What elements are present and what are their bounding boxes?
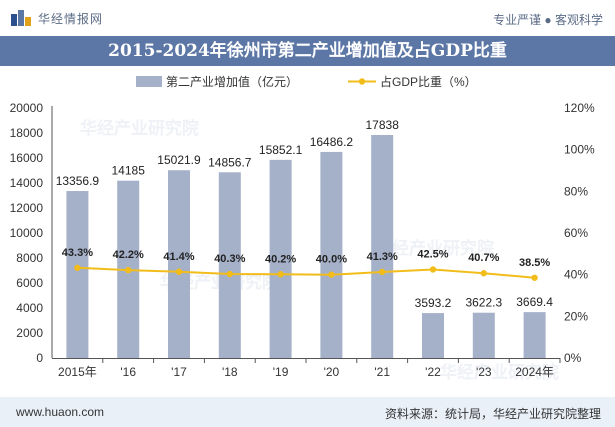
bar-data-label: 3669.4 bbox=[516, 295, 553, 309]
x-tick-label: 2015年 bbox=[58, 365, 97, 379]
line-point bbox=[74, 264, 81, 271]
series-line bbox=[77, 266, 535, 279]
line-data-label: 42.5% bbox=[417, 248, 448, 260]
line-data-label: 40.0% bbox=[316, 254, 347, 266]
brand: 华经情报网 bbox=[10, 9, 103, 27]
chart: 华经产业研究院华经产业研究院华经产业研究院华经产业研究院第二产业增加值（亿元）占… bbox=[10, 74, 595, 382]
title-band: 2015-2024年徐州市第二产业增加值及占GDP比重 bbox=[0, 36, 615, 66]
y-left-tick-label: 14000 bbox=[10, 176, 44, 190]
bar bbox=[422, 313, 444, 358]
x-tick-label: '19 bbox=[273, 365, 289, 379]
top-bar: 华经情报网 专业严谨 ● 客观科学 bbox=[0, 0, 615, 36]
bar-data-label: 16486.2 bbox=[310, 135, 354, 149]
line-data-label: 42.2% bbox=[113, 249, 144, 261]
footer-url: www.huaon.com bbox=[16, 405, 105, 419]
motto: 专业严谨 ● 客观科学 bbox=[493, 13, 603, 27]
watermark: 华经产业研究院 bbox=[80, 118, 199, 138]
x-tick-label: 2024年 bbox=[515, 365, 554, 379]
line-data-label: 40.2% bbox=[265, 253, 296, 265]
y-right-tick-label: 0% bbox=[564, 351, 582, 365]
y-right-tick-label: 40% bbox=[564, 268, 588, 282]
y-right-tick-label: 100% bbox=[564, 143, 595, 157]
legend-line-marker bbox=[358, 78, 366, 85]
y-right-tick-label: 120% bbox=[564, 101, 595, 115]
bar-data-label: 13356.9 bbox=[56, 174, 100, 188]
x-tick-label: '18 bbox=[222, 365, 238, 379]
bar bbox=[218, 172, 241, 358]
bar bbox=[168, 170, 190, 358]
y-right-tick-label: 80% bbox=[564, 184, 588, 198]
legend-bar-label: 第二产业增加值（亿元） bbox=[166, 74, 298, 89]
line-data-label: 40.7% bbox=[468, 252, 499, 264]
line-point bbox=[379, 268, 386, 276]
line-point bbox=[480, 270, 487, 277]
y-left-tick-label: 20000 bbox=[10, 101, 44, 115]
y-left-tick-label: 12000 bbox=[10, 201, 44, 215]
y-left-tick-label: 4000 bbox=[16, 301, 43, 315]
x-tick-label: '21 bbox=[374, 365, 390, 379]
bar bbox=[523, 312, 546, 358]
bar bbox=[472, 312, 495, 358]
y-right-tick-label: 60% bbox=[564, 226, 588, 240]
line-data-label: 43.3% bbox=[62, 247, 93, 259]
huajing-logo-icon bbox=[11, 10, 31, 26]
footer-source: 资料来源：统计局，华经产业研究院整理 bbox=[384, 407, 601, 421]
bar-data-label: 17838 bbox=[366, 118, 400, 132]
line-data-label: 41.4% bbox=[163, 251, 194, 263]
line-data-label: 41.3% bbox=[367, 251, 398, 263]
line-point bbox=[226, 270, 233, 278]
bar-data-label: 3593.2 bbox=[415, 296, 452, 310]
bar bbox=[320, 151, 343, 358]
bar-data-label: 3622.3 bbox=[465, 296, 502, 310]
bar bbox=[371, 135, 394, 358]
line-point bbox=[531, 274, 538, 281]
y-left-tick-label: 18000 bbox=[10, 126, 44, 140]
legend-bar-swatch bbox=[136, 76, 162, 87]
bar-data-label: 14856.7 bbox=[208, 155, 252, 169]
watermark: 华经产业研究院 bbox=[375, 238, 494, 258]
bar-data-label: 15852.1 bbox=[259, 143, 303, 157]
line-point bbox=[175, 268, 183, 275]
x-tick-label: '20 bbox=[324, 365, 340, 379]
line-point bbox=[328, 271, 335, 278]
y-left-tick-label: 0 bbox=[36, 351, 43, 365]
y-left-tick-label: 6000 bbox=[16, 276, 43, 290]
y-left-tick-label: 16000 bbox=[10, 151, 44, 165]
x-tick-label: '16 bbox=[120, 365, 136, 379]
y-left-tick-label: 8000 bbox=[16, 251, 43, 265]
bar bbox=[66, 191, 89, 358]
line-data-label: 38.5% bbox=[519, 257, 550, 269]
y-left-tick-label: 10000 bbox=[10, 226, 44, 240]
footer: www.huaon.com 资料来源：统计局，华经产业研究院整理 bbox=[0, 397, 615, 427]
chart-title: 2015-2024年徐州市第二产业增加值及占GDP比重 bbox=[108, 41, 507, 61]
bar-data-label: 14185 bbox=[112, 164, 146, 178]
line-data-label: 40.3% bbox=[214, 253, 245, 265]
bar-data-label: 15021.9 bbox=[157, 153, 201, 167]
line-point bbox=[125, 266, 132, 274]
line-point bbox=[429, 266, 437, 273]
bar bbox=[269, 159, 292, 358]
line-point bbox=[277, 271, 284, 278]
brand-name: 华经情报网 bbox=[38, 11, 104, 26]
x-tick-label: '23 bbox=[476, 365, 492, 379]
y-right-tick-label: 20% bbox=[564, 309, 588, 323]
legend-line-label: 占GDP比重（%） bbox=[380, 74, 477, 89]
y-left-tick-label: 2000 bbox=[16, 326, 43, 340]
x-tick-label: '22 bbox=[425, 365, 441, 379]
x-tick-label: '17 bbox=[171, 365, 187, 379]
watermark: 华经产业研究院 bbox=[440, 362, 559, 382]
